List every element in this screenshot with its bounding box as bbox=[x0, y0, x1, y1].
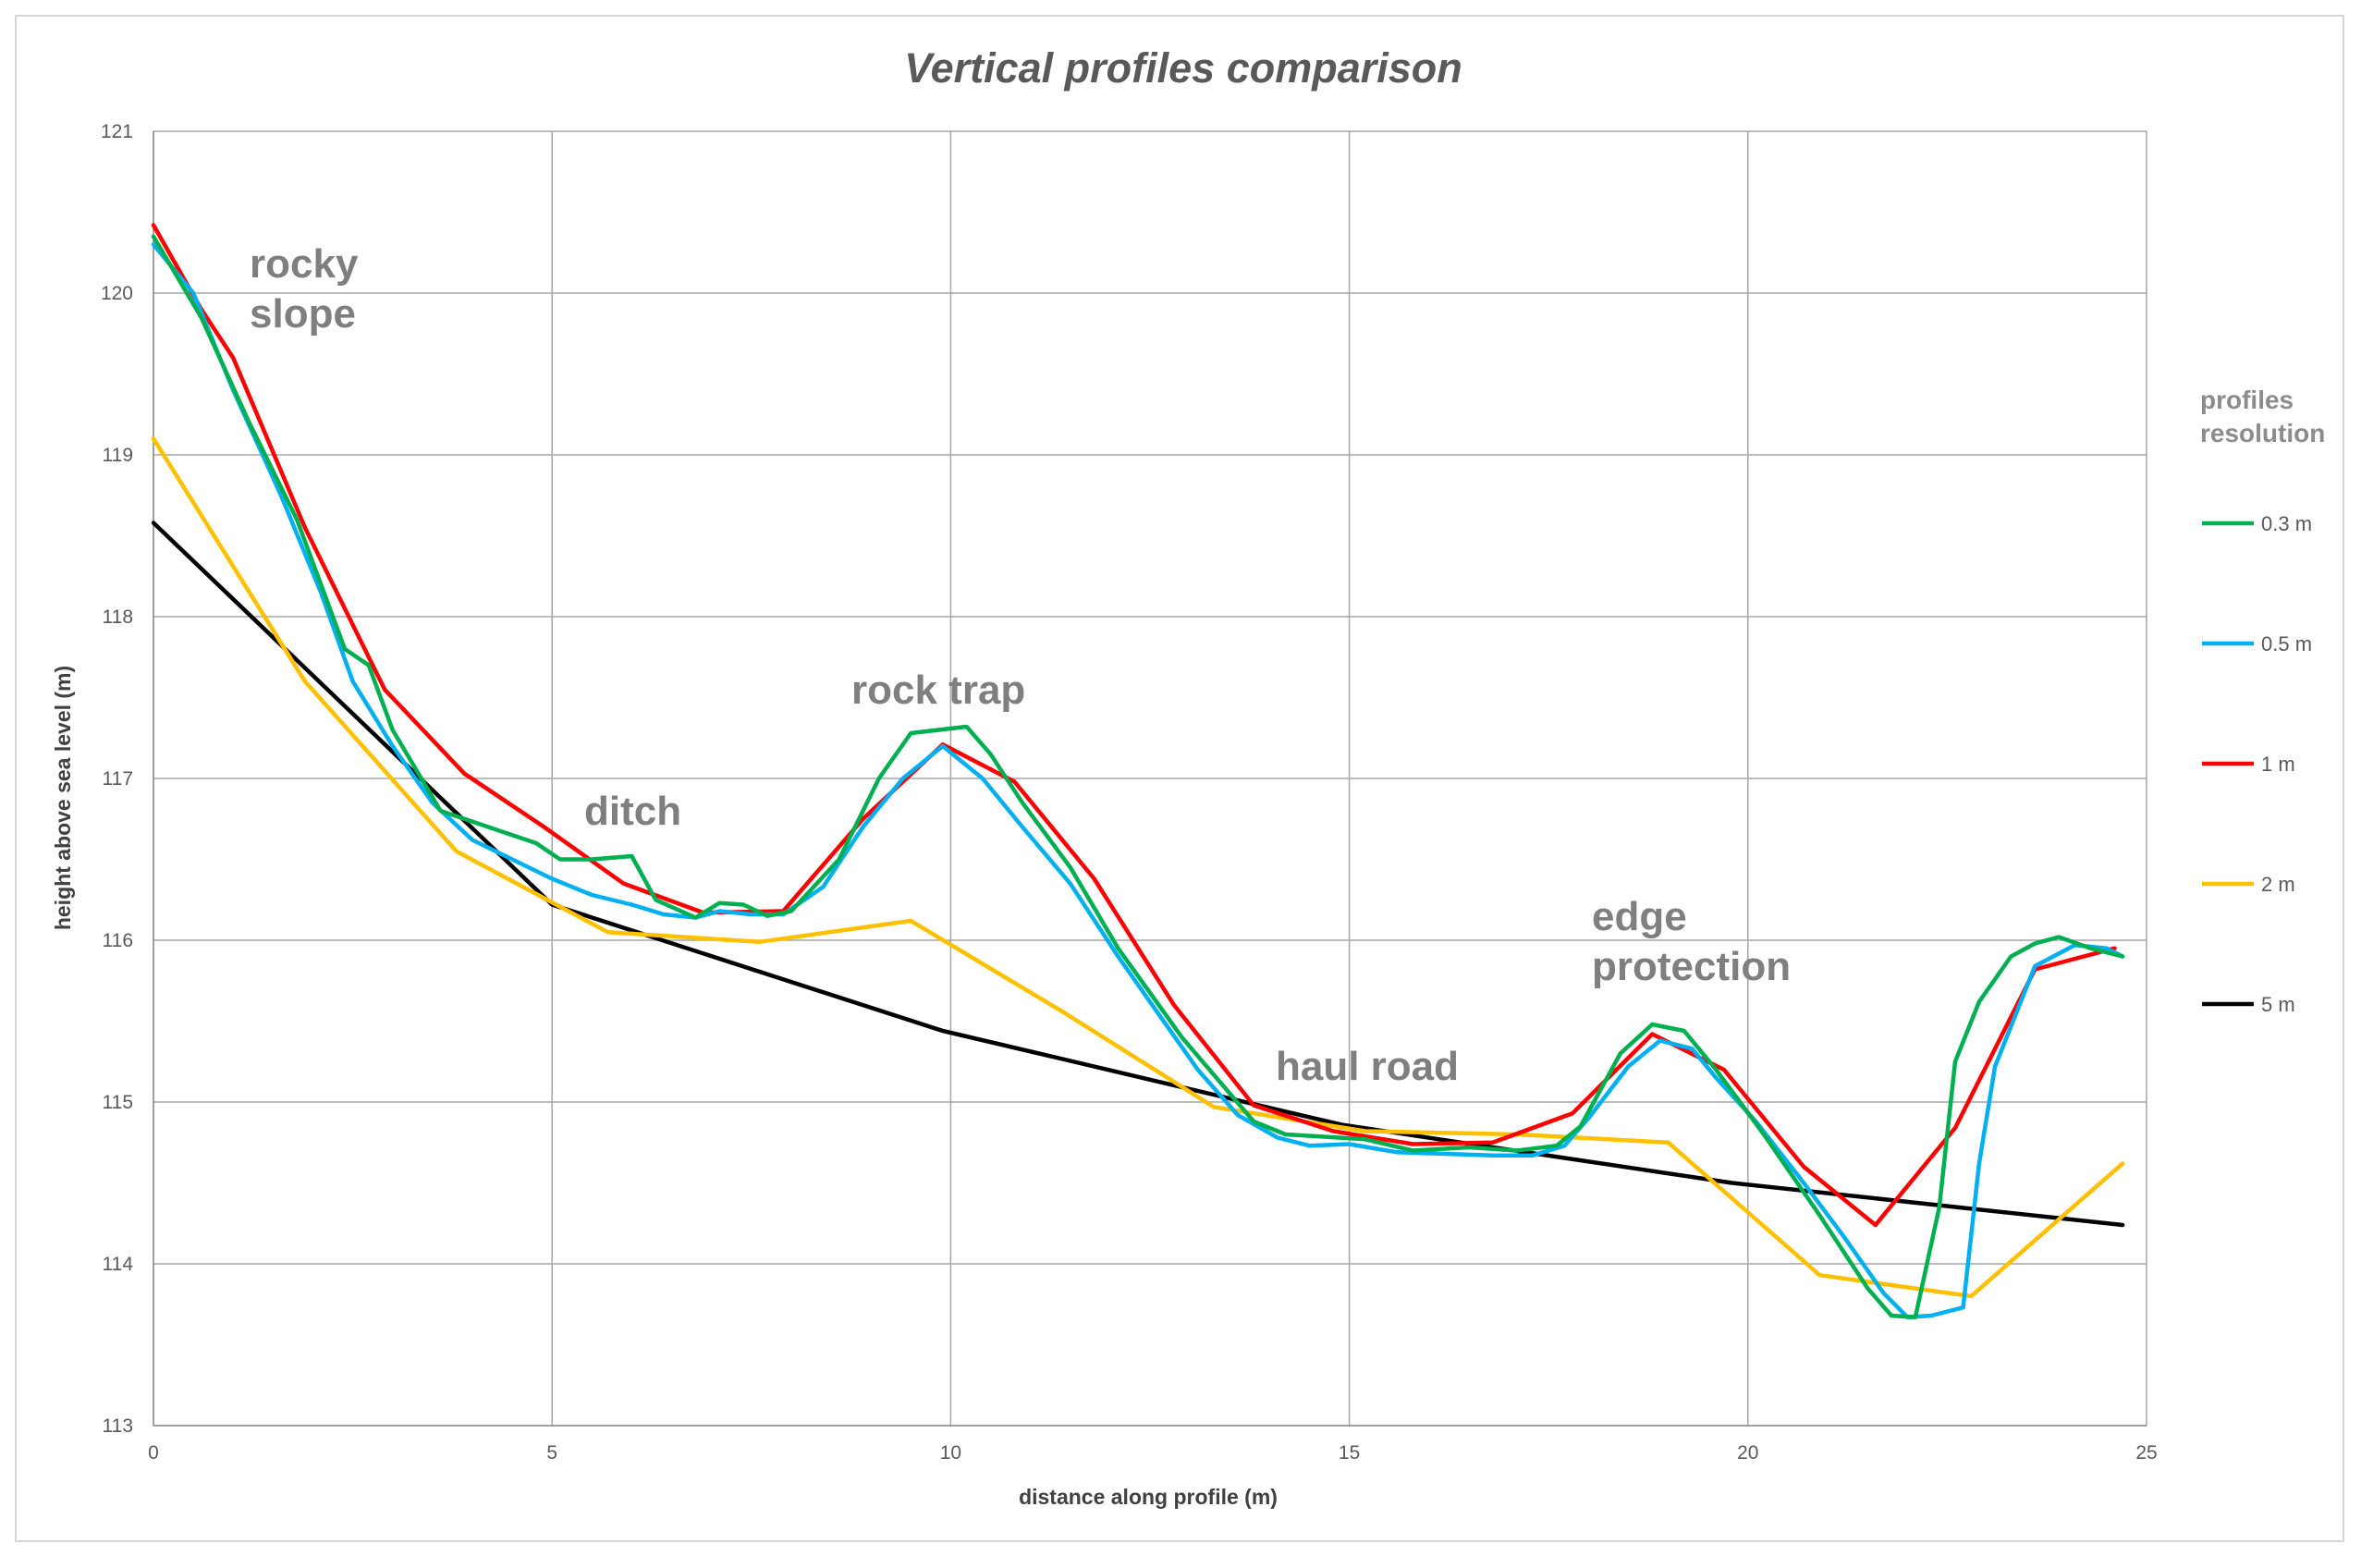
series-lines bbox=[151, 223, 2125, 1319]
x-tick-label-25: 25 bbox=[2135, 1442, 2157, 1464]
x-tick-label-10: 10 bbox=[940, 1442, 961, 1464]
legend-title-line2: resolution bbox=[2200, 419, 2325, 447]
series-line-0-5-m bbox=[151, 242, 2125, 1319]
annotation-rocky-slope-line2: slope bbox=[250, 291, 356, 337]
y-tick-label-115: 115 bbox=[103, 1092, 133, 1113]
annotation-edge-protection-line1: edge bbox=[1592, 894, 1687, 939]
series-line-0-3-m bbox=[151, 234, 2125, 1319]
legend-title: profiles resolution bbox=[2200, 386, 2325, 447]
series-line-1-m bbox=[151, 223, 2117, 1228]
annotation-rock-trap: rock trap bbox=[851, 668, 1025, 713]
annotation-ditch-line1: ditch bbox=[584, 789, 681, 834]
y-axis-label: height above sea level (m) bbox=[51, 666, 75, 930]
annotation-rock-trap-line1: rock trap bbox=[851, 668, 1025, 713]
annotation-edge-protection-line2: protection bbox=[1592, 944, 1791, 989]
y-tick-label-114: 114 bbox=[103, 1254, 134, 1275]
legend-label-1-m: 1 m bbox=[2261, 753, 2295, 776]
x-tick-label-15: 15 bbox=[1339, 1442, 1360, 1464]
y-tick-label-119: 119 bbox=[103, 445, 133, 466]
annotation-haul-road: haul road bbox=[1276, 1044, 1459, 1089]
annotation-rocky-slope: rocky slope bbox=[250, 241, 370, 337]
annotations: rocky slope ditch rock trap haul road ed… bbox=[250, 241, 1791, 1089]
annotation-ditch: ditch bbox=[584, 789, 681, 834]
series-line-2-m bbox=[151, 436, 2125, 1299]
chart-title: Vertical profiles comparison bbox=[904, 44, 1462, 92]
series-line-5-m bbox=[151, 521, 2125, 1228]
axes bbox=[153, 131, 2147, 1427]
annotation-haul-road-line1: haul road bbox=[1276, 1044, 1459, 1089]
x-axis-label: distance along profile (m) bbox=[1019, 1485, 1278, 1509]
legend-title-line1: profiles bbox=[2200, 386, 2294, 414]
line-chart: Vertical profiles comparison 11311411511… bbox=[51, 44, 2325, 1509]
annotation-rocky-slope-line1: rocky bbox=[250, 241, 359, 287]
legend-label-5-m: 5 m bbox=[2261, 993, 2295, 1016]
y-tick-label-116: 116 bbox=[103, 930, 133, 951]
y-tick-label-120: 120 bbox=[101, 283, 133, 304]
x-tick-label-20: 20 bbox=[1737, 1442, 1758, 1464]
y-tick-label-117: 117 bbox=[103, 768, 133, 790]
chart-frame: Vertical profiles comparison 113 114 115 11… bbox=[15, 15, 2344, 1542]
annotation-edge-protection: edge protection bbox=[1592, 894, 1791, 989]
tick-labels: 113 114 115 116 117 118 119 120 121 0 5 10 15 20 25 bbox=[101, 121, 2158, 1464]
y-tick-label-118: 118 bbox=[103, 606, 133, 628]
legend-items: 0.3 m 0.5 m 1 m 2 m 5 m bbox=[2202, 512, 2312, 1016]
x-tick-label-0: 0 bbox=[148, 1442, 159, 1464]
x-tick-label-5: 5 bbox=[546, 1442, 557, 1464]
legend-label-2-m: 2 m bbox=[2261, 873, 2295, 896]
y-tick-label-121: 121 bbox=[101, 121, 133, 142]
legend: profiles resolution 0.3 m 0.5 m 1 m 2 m 5 m bbox=[2200, 386, 2325, 1016]
legend-label-0-3-m: 0.3 m bbox=[2261, 512, 2312, 535]
gridlines bbox=[153, 130, 2147, 1426]
legend-label-0-5-m: 0.5 m bbox=[2261, 632, 2312, 655]
y-tick-label-113: 113 bbox=[103, 1415, 133, 1437]
